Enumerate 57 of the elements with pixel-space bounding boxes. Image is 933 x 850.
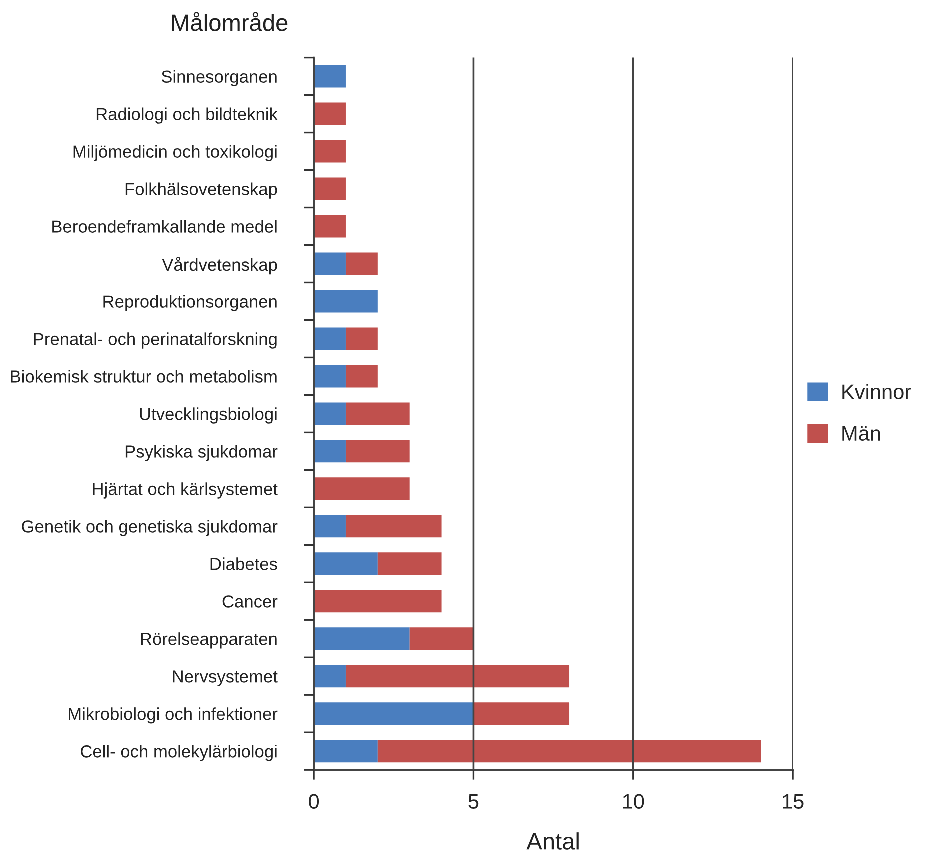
x-tick-label: 10 [623, 794, 644, 810]
bar [346, 328, 378, 350]
y-tick-label: Prenatal- och perinatalforskning [34, 332, 277, 349]
bar [314, 140, 346, 163]
legend-label: Kvinnor [842, 384, 912, 400]
y-axis-title: Målområde [172, 12, 288, 32]
bar [314, 478, 410, 500]
y-tick-label: Radiologi och bildteknik [96, 108, 278, 124]
bar [346, 252, 378, 276]
bar [314, 665, 346, 688]
bar [378, 552, 442, 576]
y-tick-label: Hjärtat och kärlsystemet [93, 482, 278, 499]
bar [474, 702, 570, 726]
bar [314, 252, 346, 276]
bar [410, 628, 474, 650]
y-tick-label: Psykiska sjukdomar [126, 445, 278, 462]
bar [314, 290, 378, 313]
x-tick-label: 15 [783, 794, 804, 810]
bar [378, 740, 762, 763]
y-tick-label: Folkhälsovetenskap [126, 182, 278, 199]
y-tick-label: Biokemisk struktur och metabolism [11, 370, 277, 383]
y-tick-label: Sinnesorganen [162, 70, 277, 86]
bar [314, 552, 378, 576]
bar [314, 590, 442, 613]
x-tick-label: 5 [468, 794, 479, 810]
bar [314, 328, 346, 350]
bar [314, 740, 378, 763]
x-tick-label: 0 [309, 794, 320, 810]
bar [346, 440, 410, 463]
bar [314, 440, 346, 463]
bar [346, 665, 570, 688]
y-tick-label: Nervsystemet [173, 670, 278, 686]
bar [346, 515, 442, 538]
bar [314, 365, 346, 388]
y-tick-label: Vårdvetenskap [162, 256, 278, 275]
y-tick-label: Mikrobiologi och infektioner [69, 708, 278, 724]
y-tick-label: Beroendeframkallande medel [52, 220, 277, 233]
x-axis-title: Antal [526, 832, 579, 850]
y-tick-label: Cancer [222, 596, 278, 608]
y-tick-label: Cell- och molekylärbiologi [81, 745, 277, 762]
bar [314, 402, 346, 426]
legend-label: Män [842, 426, 880, 442]
y-tick-label: Reproduktionsorganen [104, 295, 277, 312]
bar [314, 702, 474, 726]
bar [346, 402, 410, 426]
y-tick-label: Diabetes [210, 558, 278, 570]
bar [314, 65, 346, 88]
bar [314, 178, 346, 200]
bar [314, 628, 410, 650]
bar [346, 365, 378, 388]
y-tick-label: Utvecklingsbiologi [140, 408, 277, 424]
bar [314, 215, 346, 238]
y-tick-label: Miljömedicin och toxikologi [74, 145, 277, 162]
y-tick-label: Genetik och genetiska sjukdomar [22, 520, 278, 536]
y-tick-label: Rörelseapparaten [141, 632, 277, 649]
bar [314, 515, 346, 538]
bar [314, 102, 346, 126]
